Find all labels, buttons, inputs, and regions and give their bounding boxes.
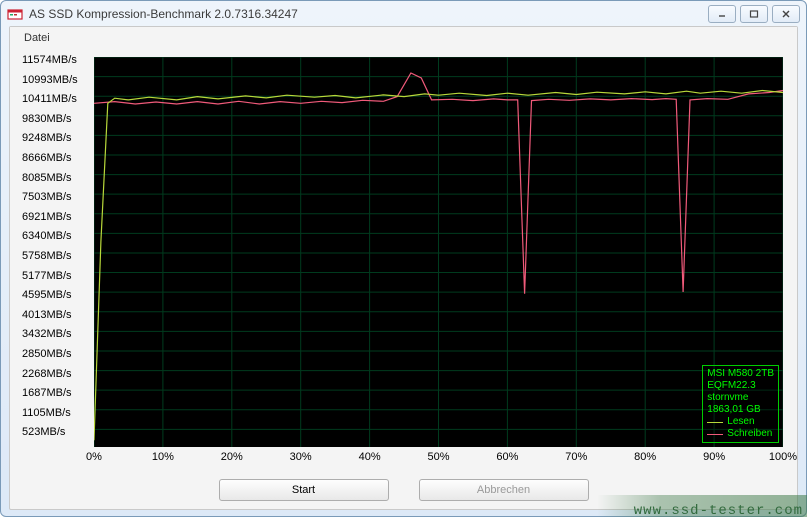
cancel-button[interactable]: Abbrechen (419, 479, 589, 501)
y-axis-label: 7503MB/s (22, 191, 72, 203)
titlebar[interactable]: AS SSD Kompression-Benchmark 2.0.7316.34… (1, 1, 806, 26)
y-axis-label: 5177MB/s (22, 270, 72, 282)
x-axis-label: 100% (769, 451, 797, 463)
x-axis-label: 40% (359, 451, 381, 463)
legend-read: Lesen (707, 416, 774, 428)
client-area: Datei 11574MB/s 10993MB/s 10411MB/s 9830MB/… (9, 26, 798, 510)
window-title: AS SSD Kompression-Benchmark 2.0.7316.34… (29, 7, 708, 21)
y-axis-label: 3432MB/s (22, 328, 72, 340)
y-axis-label: 523MB/s (22, 426, 65, 438)
y-axis-label: 6340MB/s (22, 230, 72, 242)
minimize-button[interactable] (708, 5, 736, 23)
menu-file[interactable]: Datei (18, 30, 56, 46)
y-axis-label: 1687MB/s (22, 387, 72, 399)
series (94, 57, 783, 447)
y-axis-label: 11574MB/s (22, 54, 77, 66)
window-controls (708, 5, 800, 23)
x-axis-label: 0% (86, 451, 102, 463)
legend-line: EQFM22.3 (707, 380, 774, 392)
close-button[interactable] (772, 5, 800, 23)
y-axis-label: 8666MB/s (22, 152, 72, 164)
start-button[interactable]: Start (219, 479, 389, 501)
button-bar: Start Abbrechen (10, 473, 797, 509)
maximize-button[interactable] (740, 5, 768, 23)
legend-line: 1863,01 GB (707, 404, 774, 416)
x-axis-label: 50% (427, 451, 449, 463)
x-axis-label: 30% (290, 451, 312, 463)
y-axis-label: 2268MB/s (22, 368, 72, 380)
y-axis-label: 6921MB/s (22, 211, 72, 223)
y-axis-label: 8085MB/s (22, 172, 72, 184)
menubar: Datei (10, 27, 797, 49)
y-axis-label: 9830MB/s (22, 113, 72, 125)
app-window: AS SSD Kompression-Benchmark 2.0.7316.34… (0, 0, 807, 517)
y-axis-label: 4013MB/s (22, 309, 72, 321)
y-axis-label: 4595MB/s (22, 289, 72, 301)
y-axis-label: 10993MB/s (22, 74, 78, 86)
y-axis-label: 10411MB/s (22, 93, 77, 105)
y-axis-label: 5758MB/s (22, 250, 72, 262)
x-axis-label: 20% (221, 451, 243, 463)
x-axis-label: 80% (634, 451, 656, 463)
legend: MSI M580 2TBEQFM22.3stornvme1863,01 GBLe… (702, 365, 779, 443)
x-axis-label: 90% (703, 451, 725, 463)
x-axis-labels: 0%10%20%30%40%50%60%70%80%90%100% (94, 451, 783, 469)
x-axis-label: 60% (496, 451, 518, 463)
x-axis-label: 70% (565, 451, 587, 463)
plot: MSI M580 2TBEQFM22.3stornvme1863,01 GBLe… (94, 57, 783, 447)
legend-line: MSI M580 2TB (707, 368, 774, 380)
app-icon (7, 6, 23, 22)
legend-line: stornvme (707, 392, 774, 404)
chart-area: 11574MB/s 10993MB/s 10411MB/s 9830MB/s 9248M… (18, 51, 789, 471)
legend-write: Schreiben (707, 428, 774, 440)
y-axis-label: 1105MB/s (22, 407, 71, 419)
x-axis-label: 10% (152, 451, 174, 463)
y-axis-label: 2850MB/s (22, 348, 72, 360)
y-axis-label: 9248MB/s (22, 132, 72, 144)
